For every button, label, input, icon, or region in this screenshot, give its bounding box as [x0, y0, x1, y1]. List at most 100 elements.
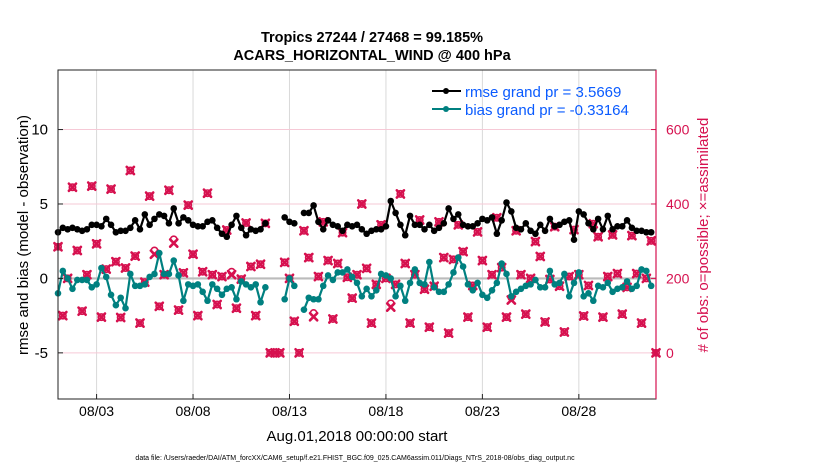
bias-point: [411, 266, 419, 273]
bias-point: [194, 281, 202, 288]
rmse-point: [180, 214, 187, 221]
possible-obs-marker: [121, 263, 130, 272]
assimilated-obs-marker: [144, 191, 155, 202]
rmse-point: [508, 208, 515, 215]
possible-obs-marker: [73, 246, 82, 255]
rmse-point: [590, 225, 597, 233]
assimilated-obs-marker: [520, 309, 531, 320]
rmse-point: [117, 227, 124, 235]
assimilated-obs-marker: [636, 318, 647, 328]
rmse-point: [300, 209, 308, 217]
assimilated-obs-marker: [86, 181, 97, 192]
bias-point: [315, 295, 322, 303]
plot-frame: [57, 69, 657, 400]
bias-point: [570, 279, 578, 287]
rmse-point: [392, 209, 399, 217]
possible-obs-marker: [193, 311, 202, 320]
bias-point: [397, 282, 404, 290]
rmse-point: [454, 211, 462, 218]
rmse-point: [440, 220, 448, 227]
assimilated-obs-marker: [91, 238, 102, 249]
possible-obs-marker: [164, 186, 173, 195]
assimilated-obs-marker: [192, 310, 203, 321]
possible-obs-marker: [598, 313, 607, 322]
bias-point: [64, 275, 71, 282]
rmse-point: [406, 212, 414, 220]
bias-point: [474, 279, 481, 287]
assimilated-obs-marker: [164, 185, 174, 196]
bias-point: [165, 270, 173, 278]
assimilated-obs-marker: [313, 271, 324, 282]
rmse-point: [213, 224, 221, 232]
assimilated-obs-marker: [255, 259, 266, 270]
possible-obs-marker: [463, 313, 472, 322]
bias-point: [368, 292, 375, 300]
rmse-point: [319, 225, 327, 233]
rmse-point: [483, 217, 491, 224]
bias-point: [512, 288, 520, 296]
possible-obs-marker: [275, 348, 284, 357]
bias-point: [175, 272, 182, 279]
rmse-point: [131, 217, 139, 224]
rmse-point: [445, 205, 452, 212]
bias-point: [488, 287, 496, 294]
bias-point: [262, 284, 269, 291]
bias-point: [508, 292, 515, 300]
bias-point: [493, 279, 501, 287]
rmse-point: [493, 230, 501, 238]
rmse-point: [527, 227, 534, 235]
rmse-point: [426, 221, 433, 229]
bias-point: [339, 269, 346, 276]
bias-point: [83, 276, 91, 284]
possible-obs-marker: [246, 262, 255, 271]
possible-obs-marker: [213, 300, 222, 309]
rmse-point: [122, 227, 129, 235]
possible-obs-marker: [203, 189, 212, 198]
possible-obs-marker: [97, 313, 106, 322]
bias-point: [88, 284, 96, 291]
possible-obs-marker: [290, 317, 299, 326]
assimilated-obs-marker: [419, 284, 430, 295]
assimilated-obs-marker: [294, 347, 305, 358]
assimilated-obs-marker: [125, 165, 136, 176]
bias-point: [237, 278, 245, 285]
assimilated-obs-marker: [626, 230, 637, 241]
bias-point: [319, 282, 327, 290]
bias-point: [358, 292, 366, 300]
rmse-point: [209, 217, 216, 224]
assimilated-obs-marker: [578, 311, 589, 321]
bias-point: [199, 288, 206, 296]
rmse-point: [580, 211, 587, 218]
bias-point: [112, 301, 120, 309]
bias-point: [170, 257, 178, 264]
possible-obs-marker: [439, 253, 448, 262]
bias-point: [73, 276, 81, 284]
assimilated-obs-marker: [154, 301, 165, 312]
rmse-point: [334, 223, 342, 230]
assimilated-obs-marker: [250, 310, 261, 321]
bias-point: [464, 281, 472, 288]
chart-title-line1: Tropics 27244 / 27468 = 99.185%: [261, 30, 483, 46]
rmse-point: [387, 197, 395, 205]
bias-point: [281, 295, 288, 303]
assimilated-obs-marker: [82, 269, 92, 280]
bias-point: [78, 276, 86, 284]
assimilated-obs-marker: [327, 314, 338, 324]
bias-point: [233, 295, 240, 303]
rmse-point: [585, 220, 592, 227]
possible-obs-marker: [155, 302, 164, 311]
bias-point: [440, 288, 448, 296]
rmse-point: [223, 233, 231, 241]
bias-point: [435, 288, 443, 296]
rmse-point: [127, 224, 134, 232]
possible-obs-marker: [483, 323, 492, 332]
possible-obs-marker: [488, 270, 497, 279]
possible-obs-marker: [333, 259, 342, 268]
rmse-point: [233, 212, 240, 220]
y-left-tick-label: 0: [40, 270, 48, 287]
bias-point: [122, 304, 129, 312]
bias-point: [430, 284, 438, 291]
rmse-point: [570, 236, 578, 244]
rmse-point: [421, 225, 428, 233]
assimilated-obs-marker: [226, 269, 237, 280]
